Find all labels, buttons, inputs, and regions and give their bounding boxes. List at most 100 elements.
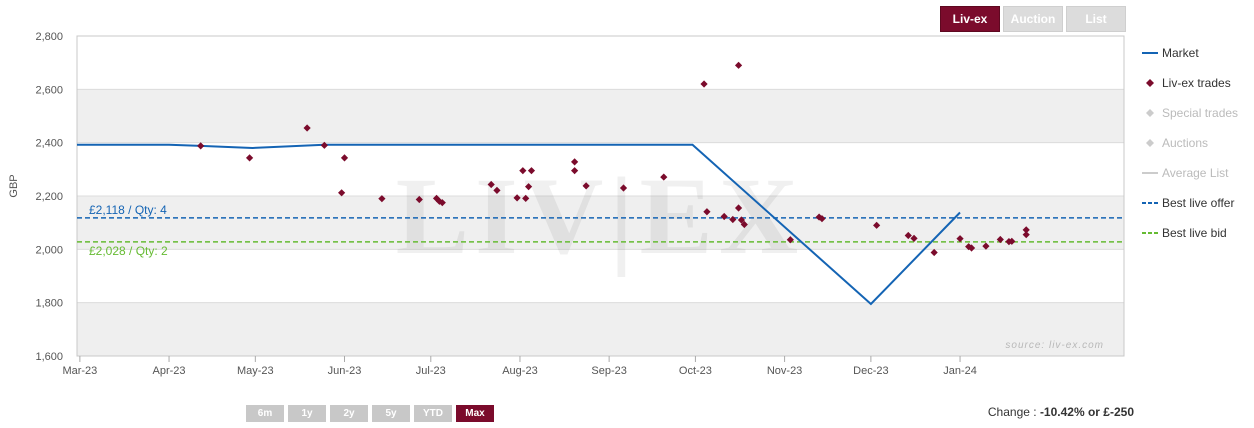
x-tick-label: Nov-23 <box>767 365 802 377</box>
trade-point <box>737 216 746 224</box>
legend-item-liv-ex-trades[interactable]: Liv-ex trades <box>1142 68 1238 98</box>
trade-point <box>245 154 254 162</box>
market-line <box>77 143 961 306</box>
legend-symbol <box>1146 109 1154 117</box>
line-icon <box>1142 232 1158 234</box>
trade-point <box>982 242 990 250</box>
trade-point <box>524 183 533 191</box>
trade-point <box>378 195 386 203</box>
source-label: source: liv-ex.com <box>1005 340 1104 351</box>
y-tick-label: 2,000 <box>35 244 63 256</box>
watermark: LIV|EX <box>396 155 805 277</box>
y-axis: 1,600 1,800 2,000 2,200 2,400 2,600 2,800 <box>35 31 63 363</box>
range-button-ytd[interactable]: YTD <box>414 405 452 422</box>
trade-point <box>734 204 743 212</box>
legend-item-market[interactable]: Market <box>1142 38 1238 68</box>
trade-point <box>571 167 579 175</box>
line-icon <box>1142 172 1158 174</box>
trade-point <box>1022 231 1030 239</box>
trade-point <box>734 61 743 69</box>
legend-label: Best live offer <box>1162 196 1235 210</box>
trade-point <box>910 234 918 242</box>
x-tick-label: Aug-23 <box>502 365 537 377</box>
view-tabs: Liv-ex Auction List <box>940 6 1126 32</box>
reference-line-label: £2,118 / Qty: 4 <box>89 203 167 217</box>
trade-point <box>582 182 590 190</box>
line-icon <box>1142 52 1158 54</box>
trade-point <box>513 194 521 202</box>
trade-point <box>996 235 1004 244</box>
y-tick-label: 1,800 <box>35 298 63 310</box>
trade-point <box>1022 226 1030 234</box>
legend-item-best-live-bid[interactable]: Best live bid <box>1142 218 1238 248</box>
trade-point <box>438 199 446 207</box>
change-value: -10.42% or £-250 <box>1039 405 1134 419</box>
trade-point <box>338 189 346 197</box>
trade-point <box>703 208 711 216</box>
legend-label: Auctions <box>1162 136 1209 150</box>
legend-item-average-list[interactable]: Average List <box>1142 158 1238 188</box>
x-tick-label: Oct-23 <box>679 365 712 377</box>
range-button-5y[interactable]: 5y <box>372 405 410 422</box>
tab-liv-ex[interactable]: Liv-ex <box>940 6 1000 32</box>
y-axis-title: GBP <box>8 174 20 197</box>
y-tick-label: 2,200 <box>35 191 63 203</box>
trade-point <box>527 167 536 175</box>
trade-point <box>432 194 441 202</box>
trade-point <box>873 221 881 229</box>
tab-auction[interactable]: Auction <box>1003 6 1063 32</box>
trade-point <box>660 173 668 181</box>
y-tick-label: 2,600 <box>35 84 63 96</box>
x-tick-label: Mar-23 <box>62 365 97 377</box>
series <box>77 61 1030 306</box>
legend-label: Special trades <box>1162 106 1239 120</box>
trade-point <box>818 215 826 223</box>
range-button-6m[interactable]: 6m <box>246 405 284 422</box>
range-button-max[interactable]: Max <box>456 405 494 422</box>
x-tick-label: Jul-23 <box>416 365 446 377</box>
trade-point <box>493 186 501 194</box>
reference-lines: £2,118 / Qty: 4 £2,028 / Qty: 2 <box>77 203 1124 258</box>
trade-point <box>303 124 311 132</box>
x-tick-label: Jun-23 <box>328 365 362 377</box>
trade-point <box>956 235 964 243</box>
change-summary: Change : -10.42% or £-250 <box>988 405 1134 419</box>
diamond-icon <box>1146 139 1154 147</box>
legend-item-auctions[interactable]: Auctions <box>1142 128 1238 158</box>
plot-band <box>77 89 1124 143</box>
trade-point <box>815 213 823 221</box>
trade-point <box>700 80 708 88</box>
plot-band <box>77 302 1124 356</box>
trade-point <box>522 194 530 202</box>
x-tick-label: Sep-23 <box>591 365 626 377</box>
trade-point <box>519 167 527 175</box>
trade-point <box>415 195 423 204</box>
x-axis: Mar-23 Apr-23 May-23 Jun-23 Jul-23 Aug-23 Sep-… <box>62 356 977 377</box>
legend-item-best-live-offer[interactable]: Best live offer <box>1142 188 1238 218</box>
legend-label: Market <box>1162 46 1199 60</box>
x-tick-label: Jan-24 <box>943 365 977 377</box>
legend-symbol <box>1146 139 1154 147</box>
trade-point <box>740 220 748 229</box>
y-tick-label: 1,600 <box>35 351 63 363</box>
trade-point <box>720 212 728 221</box>
range-button-2y[interactable]: 2y <box>330 405 368 422</box>
trade-point <box>197 142 205 150</box>
trade-point <box>340 154 349 162</box>
range-button-1y[interactable]: 1y <box>288 405 326 422</box>
x-tick-label: May-23 <box>237 365 274 377</box>
trade-point <box>435 197 444 205</box>
tab-list[interactable]: List <box>1066 6 1126 32</box>
legend-item-special-trades[interactable]: Special trades <box>1142 98 1238 128</box>
trade-point <box>1008 237 1016 245</box>
trade-point <box>571 158 579 166</box>
line-icon <box>1142 202 1158 204</box>
y-tick-label: 2,800 <box>35 31 63 43</box>
legend-symbol <box>1146 79 1154 87</box>
range-selector: 6m 1y 2y 5y YTD Max <box>246 405 494 422</box>
legend-label: Best live bid <box>1162 226 1227 240</box>
y-tick-label: 2,400 <box>35 138 63 150</box>
trade-point <box>930 248 938 257</box>
trade-point <box>786 236 794 244</box>
